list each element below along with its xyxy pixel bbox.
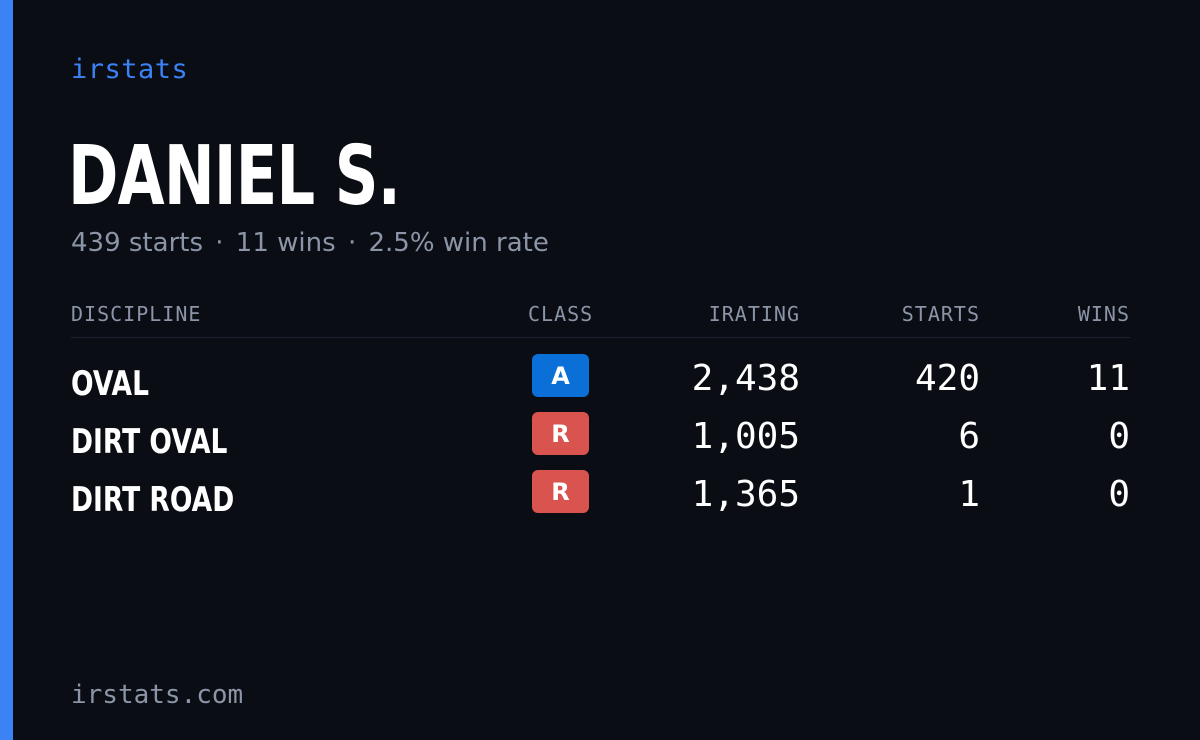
- header-discipline: DISCIPLINE: [71, 302, 202, 326]
- row-discipline: DIRT ROAD: [71, 480, 235, 520]
- class-badge: R: [532, 470, 589, 513]
- footer-domain-link[interactable]: irstats.com: [71, 680, 244, 710]
- table-row: DIRT OVAL R 1,005 6 0: [71, 412, 1130, 470]
- row-irating: 1,365: [691, 474, 800, 515]
- row-starts: 6: [958, 416, 980, 457]
- row-irating: 1,005: [691, 416, 800, 457]
- table-row: OVAL A 2,438 420 11: [71, 354, 1130, 412]
- table-header: DISCIPLINE CLASS IRATING STARTS WINS: [71, 298, 1130, 338]
- table-body: OVAL A 2,438 420 11 DIRT OVAL R 1,005 6 …: [71, 338, 1130, 528]
- header-irating: IRATING: [708, 302, 800, 326]
- driver-name: DANIEL S.: [68, 129, 401, 224]
- discipline-stats-table: DISCIPLINE CLASS IRATING STARTS WINS OVA…: [71, 298, 1130, 528]
- header-wins: WINS: [1077, 302, 1130, 326]
- driver-summary: 439 starts · 11 wins · 2.5% win rate: [71, 228, 549, 258]
- brand-logo-text[interactable]: irstats: [71, 54, 189, 85]
- row-wins: 0: [1108, 416, 1130, 457]
- table-row: DIRT ROAD R 1,365 1 0: [71, 470, 1130, 528]
- summary-separator: ·: [215, 228, 224, 258]
- row-wins: 11: [1086, 358, 1130, 399]
- header-class: CLASS: [528, 302, 594, 326]
- class-badge: R: [532, 412, 589, 455]
- class-badge: A: [532, 354, 589, 397]
- summary-win-rate: 2.5% win rate: [368, 228, 549, 258]
- row-starts: 420: [914, 358, 980, 399]
- summary-starts: 439 starts: [71, 228, 203, 258]
- accent-bar: [0, 0, 13, 740]
- summary-wins: 11 wins: [235, 228, 336, 258]
- summary-separator: ·: [347, 228, 357, 258]
- row-discipline: OVAL: [71, 364, 149, 404]
- row-starts: 1: [958, 474, 980, 515]
- row-irating: 2,438: [691, 358, 800, 399]
- header-starts: STARTS: [901, 302, 980, 326]
- row-discipline: DIRT OVAL: [71, 422, 228, 462]
- row-wins: 0: [1108, 474, 1130, 515]
